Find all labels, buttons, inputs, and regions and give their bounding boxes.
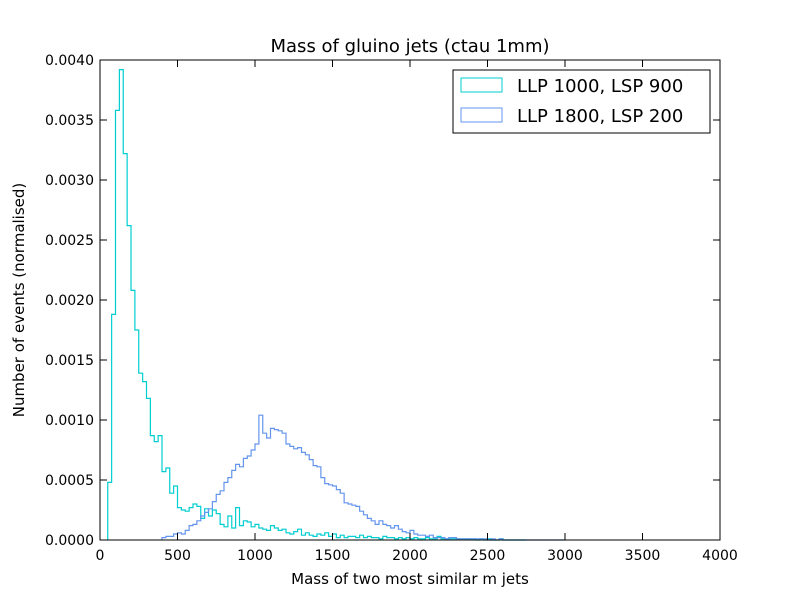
legend-swatch-llp1800 — [460, 107, 503, 123]
x-tick-label: 2500 — [470, 548, 506, 564]
legend-label-llp1800: LLP 1800, LSP 200 — [517, 106, 683, 127]
x-tick-label: 3500 — [625, 548, 661, 564]
legend-label-llp1000: LLP 1000, LSP 900 — [517, 76, 683, 97]
x-axis-label: Mass of two most similar m jets — [291, 570, 529, 588]
histogram-series-0 — [107, 69, 527, 541]
y-tick-label: 0.0035 — [45, 113, 94, 129]
x-tick-label: 1000 — [237, 548, 273, 564]
x-tick-label: 0 — [96, 548, 105, 564]
plot-area-background — [100, 60, 720, 540]
y-tick-label: 0.0025 — [45, 233, 94, 249]
x-tick-label: 500 — [164, 548, 191, 564]
chart-title: Mass of gluino jets (ctau 1mm) — [271, 36, 550, 57]
x-tick-label: 1500 — [315, 548, 351, 564]
x-axis: 0 500 1000 1500 2000 2500 3000 3500 4000 — [96, 60, 738, 564]
y-axis-label: Number of events (normalised) — [10, 183, 28, 418]
y-tick-label: 0.0030 — [45, 173, 94, 189]
x-tick-label: 3000 — [547, 548, 583, 564]
x-tick-label: 2000 — [392, 548, 428, 564]
legend-swatch-llp1000 — [460, 77, 503, 93]
y-tick-label: 0.0000 — [45, 533, 94, 549]
y-tick-label: 0.0010 — [45, 413, 94, 429]
y-tick-label: 0.0020 — [45, 293, 94, 309]
y-tick-label: 0.0015 — [45, 353, 94, 369]
legend: LLP 1000, LSP 900 LLP 1800, LSP 200 — [452, 69, 711, 134]
y-tick-label: 0.0005 — [45, 473, 94, 489]
histogram-series-1 — [161, 414, 565, 541]
y-tick-label: 0.0040 — [45, 53, 94, 69]
series-layer — [107, 69, 565, 541]
x-tick-label: 4000 — [702, 548, 738, 564]
y-axis: 0.0000 0.0005 0.0010 0.0015 0.0020 0.0025 0.00… — [45, 53, 720, 549]
